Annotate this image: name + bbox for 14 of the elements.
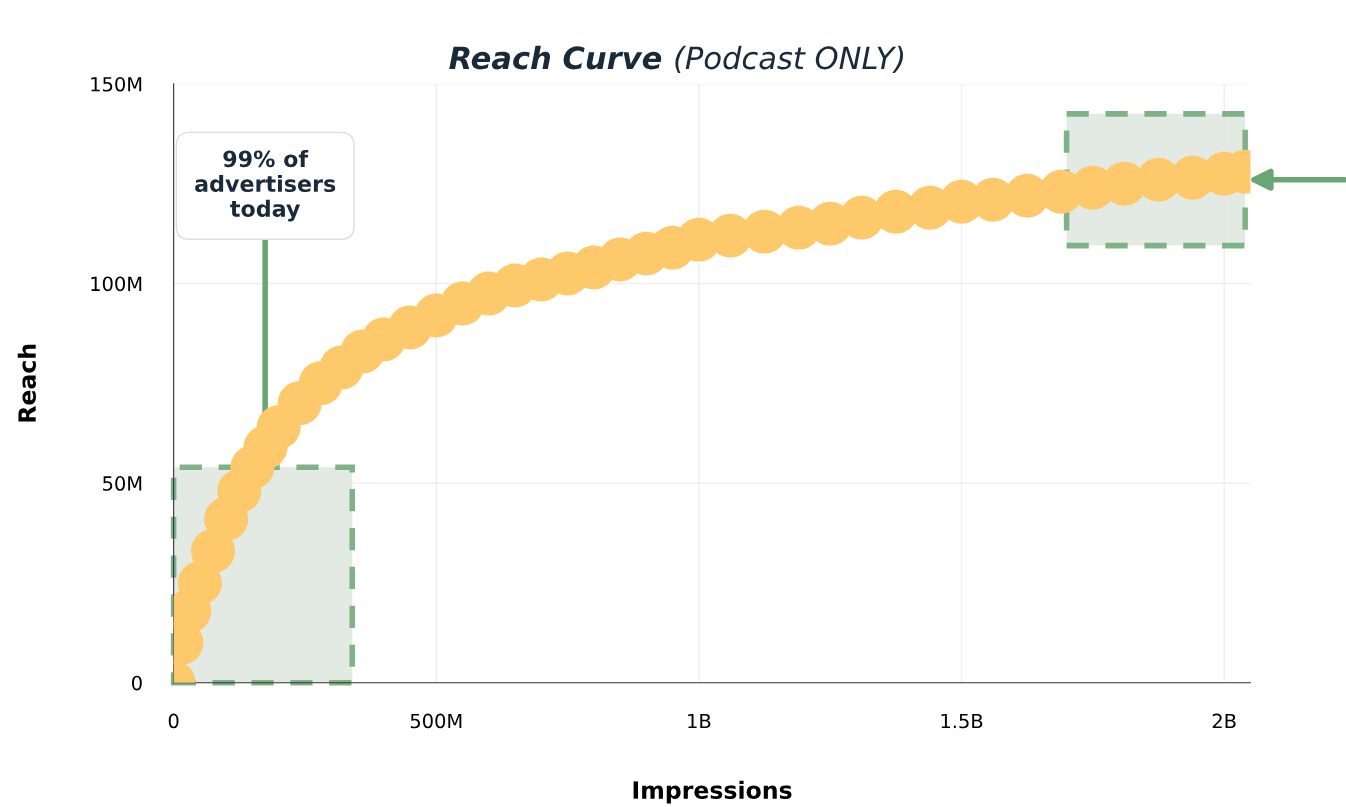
chart-subtitle: (Podcast ONLY): [675, 45, 904, 73]
y-tick-label: 150M: [91, 76, 142, 92]
y-tick-label: 0: [131, 675, 142, 691]
x-tick-label: 500M: [410, 713, 462, 729]
annotation: 99% of advertisers today: [195, 150, 336, 222]
y-tick-label: 50M: [103, 476, 142, 491]
x-tick-label: 1B: [688, 713, 711, 729]
y-tick-label: 100M: [91, 276, 142, 292]
y-axis-title: Reach: [17, 344, 36, 422]
x-tick-label: 2B: [1212, 713, 1236, 729]
x-tick-label: 1.5B: [941, 713, 983, 729]
x-axis-title: Impressions: [633, 780, 792, 804]
x-tick-label: 0: [168, 713, 179, 729]
chart-title: Reach Curve: [449, 45, 662, 70]
